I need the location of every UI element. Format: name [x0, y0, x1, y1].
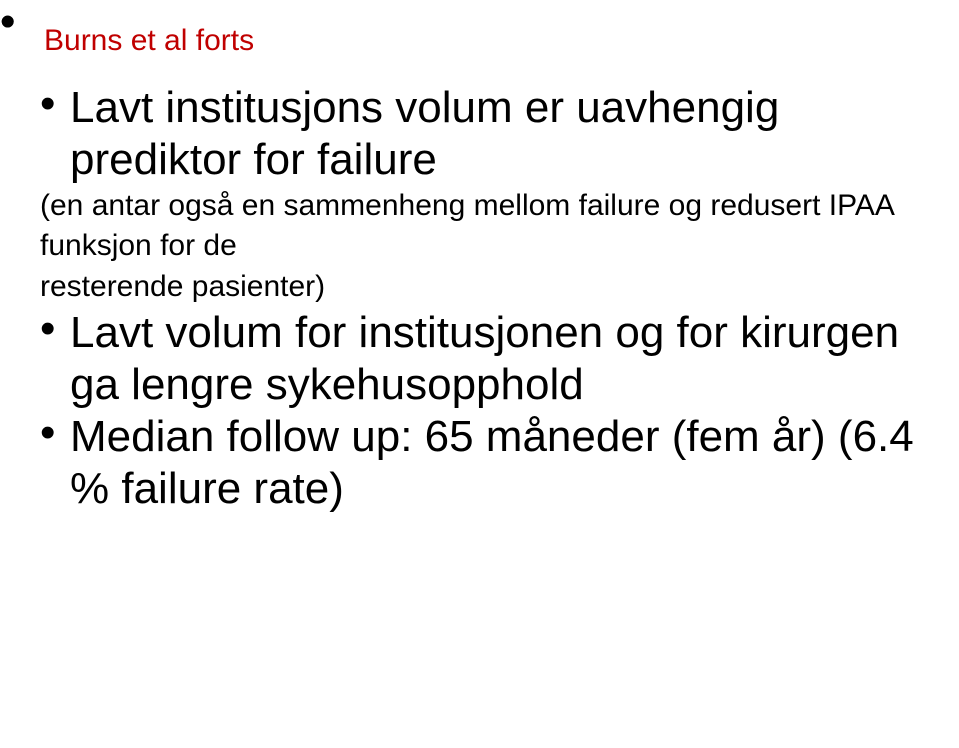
- bullet-text: Lavt institusjons volum er uavhengig pre…: [70, 83, 779, 184]
- bullet-item: Lavt volum for institusjonen og for kiru…: [40, 307, 929, 411]
- paren-text: (en antar også en sammenheng mellom fail…: [40, 189, 893, 263]
- bullet-text: Lavt volum for institusjonen og for kiru…: [70, 308, 899, 409]
- slide-title: Burns et al forts: [44, 24, 929, 58]
- bullet-item: Median follow up: 65 måneder (fem år) (6…: [40, 411, 929, 515]
- bullet-text: Median follow up: 65 måneder (fem år) (6…: [70, 412, 914, 513]
- paren-line: (en antar også en sammenheng mellom fail…: [40, 186, 929, 267]
- paren-text: resterende pasienter): [40, 270, 325, 303]
- bullet-list: Lavt institusjons volum er uavhengig pre…: [40, 82, 929, 515]
- paren-line: resterende pasienter): [40, 267, 929, 308]
- bullet-item: Lavt institusjons volum er uavhengig pre…: [40, 82, 929, 186]
- slide-page: Burns et al forts Lavt institusjons volu…: [0, 0, 959, 748]
